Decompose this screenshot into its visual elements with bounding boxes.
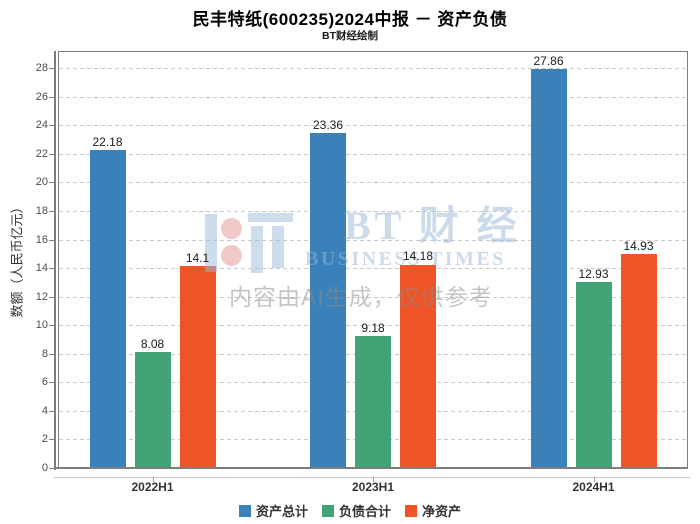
y-tick-label: 0 <box>41 462 48 474</box>
y-tick-label: 26 <box>35 90 48 103</box>
y-tick-mark <box>49 382 54 384</box>
bar <box>310 133 346 467</box>
legend-label: 净资产 <box>422 504 462 519</box>
bar-value-label: 14.93 <box>623 238 654 253</box>
y-tick-mark <box>49 125 54 127</box>
y-tick-mark <box>49 468 54 469</box>
bar <box>530 69 567 467</box>
x-tick-label: 2024H1 <box>572 480 615 494</box>
plot-area: 0 2 4 6 8 10 12 14 16 18 20 22 24 26 28 22.18 23.36 27.86… <box>36 51 690 494</box>
bar <box>179 265 216 467</box>
bar <box>400 264 436 467</box>
bar <box>355 335 391 467</box>
y-tick-label: 24 <box>35 119 48 132</box>
x-axis-subline <box>54 477 690 478</box>
y-tick-mark <box>49 68 54 70</box>
gridline <box>59 239 687 241</box>
gridline <box>59 68 687 70</box>
y-tick-mark <box>49 410 54 412</box>
x-tick-mark <box>152 477 154 482</box>
y-tick-label: 28 <box>35 62 48 75</box>
x-tick-label: 2022H1 <box>131 480 174 494</box>
y-tick-mark <box>49 153 54 155</box>
legend-item: 资产总计 <box>238 501 308 520</box>
bar <box>134 351 171 467</box>
y-tick-label: 14 <box>35 262 48 275</box>
gridline <box>59 182 687 184</box>
x-tick-mark <box>373 477 374 482</box>
legend-swatch-icon <box>238 504 251 517</box>
y-tick-mark <box>49 96 54 98</box>
y-tick-label: 8 <box>41 347 48 360</box>
gridline <box>59 210 687 212</box>
y-tick-label: 22 <box>35 147 48 160</box>
y-tick-label: 12 <box>35 290 48 303</box>
y-tick-label: 10 <box>35 319 48 332</box>
legend: 资产总计 负债合计 净资产 <box>0 501 700 520</box>
legend-label: 资产总计 <box>255 504 308 519</box>
legend-label: 负债合计 <box>338 504 391 519</box>
x-axis-spine <box>54 467 688 469</box>
y-tick-label: 20 <box>35 176 48 189</box>
legend-swatch-icon <box>405 504 417 517</box>
x-tick-mark <box>593 477 595 482</box>
x-tick-label: 2023H1 <box>351 480 395 494</box>
legend-swatch-icon <box>321 504 334 517</box>
y-tick-label: 2 <box>41 433 48 446</box>
gridline <box>59 96 687 98</box>
y-tick-label: 18 <box>35 204 48 217</box>
bar-value-label: 27.86 <box>533 54 564 69</box>
legend-item: 净资产 <box>405 501 461 520</box>
bar-value-label: 12.93 <box>578 267 609 282</box>
bar <box>89 150 126 467</box>
bar-value-label: 14.1 <box>185 250 210 265</box>
y-tick-mark <box>49 325 54 327</box>
gridline <box>59 325 687 327</box>
y-tick-mark <box>49 210 54 212</box>
y-tick-mark <box>49 239 54 241</box>
chart-subtitle: BT财经绘制 <box>322 30 378 42</box>
bar-value-label: 14.18 <box>402 249 434 264</box>
y-tick-mark <box>49 439 54 441</box>
y-tick-label: 4 <box>41 404 48 417</box>
chart-title: 民丰特纸(600235)2024中报 － 资产负债 <box>192 10 508 29</box>
y-tick-label: 16 <box>35 233 48 246</box>
y-tick-mark <box>49 182 54 184</box>
y-axis-spine <box>54 51 56 470</box>
bar-value-label: 23.36 <box>312 118 344 133</box>
gridline <box>59 296 687 298</box>
gridline <box>59 153 687 155</box>
bar <box>575 282 612 467</box>
y-tick-mark <box>49 268 54 270</box>
bar <box>620 253 657 467</box>
gridline <box>59 268 687 270</box>
y-tick-mark <box>49 353 54 355</box>
bar-value-label: 9.18 <box>361 320 385 335</box>
legend-item: 负债合计 <box>321 501 391 520</box>
bar-value-label: 8.08 <box>140 336 165 351</box>
y-tick-label: 6 <box>41 376 48 389</box>
y-tick-mark <box>49 296 54 298</box>
gridline <box>59 125 687 127</box>
bar-value-label: 22.18 <box>92 135 123 150</box>
